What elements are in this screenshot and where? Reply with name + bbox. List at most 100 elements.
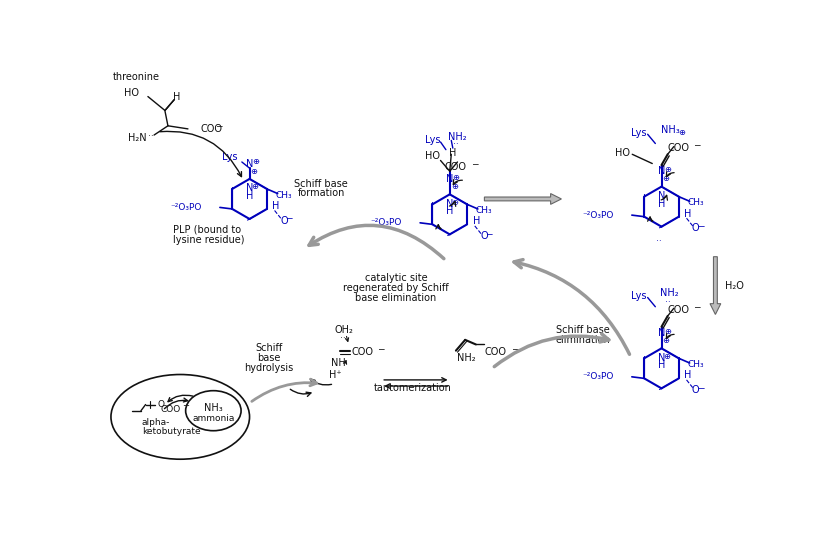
Text: HO: HO (123, 88, 139, 98)
Text: HO: HO (616, 148, 631, 158)
Text: H: H (449, 148, 456, 158)
Text: NH₂: NH₂ (660, 288, 679, 298)
Text: −: − (693, 141, 701, 150)
Text: Schiff: Schiff (255, 342, 282, 353)
Text: lysine residue): lysine residue) (172, 235, 244, 244)
Text: H: H (246, 191, 253, 201)
Text: N: N (246, 183, 253, 193)
Text: NH₂: NH₂ (448, 132, 467, 142)
Text: COO: COO (485, 347, 507, 357)
Text: ⊕: ⊕ (451, 182, 458, 191)
Text: hydrolysis: hydrolysis (244, 363, 293, 372)
Text: H: H (658, 360, 665, 370)
Text: NH₃: NH₃ (661, 125, 680, 135)
Text: O: O (158, 400, 165, 409)
Text: −: − (693, 302, 701, 311)
Text: H: H (685, 370, 692, 380)
Text: −: − (285, 213, 292, 223)
Text: CH₃: CH₃ (687, 360, 704, 369)
Text: H: H (658, 198, 665, 209)
Text: ..: .. (340, 331, 345, 340)
Text: H⁺: H⁺ (328, 370, 341, 380)
Text: ⁻²O₃PO: ⁻²O₃PO (582, 211, 613, 220)
Text: COO: COO (445, 162, 467, 172)
Text: −: − (182, 402, 189, 410)
Text: NH₂: NH₂ (457, 353, 476, 363)
Text: CH₃: CH₃ (475, 206, 492, 215)
Text: ⊕: ⊕ (663, 174, 669, 184)
Text: −: − (696, 221, 704, 231)
Text: regenerated by Schiff: regenerated by Schiff (343, 283, 449, 293)
Text: H: H (272, 201, 280, 211)
Text: N: N (658, 191, 665, 201)
Text: formation: formation (297, 188, 345, 198)
Text: Lys: Lys (631, 128, 646, 137)
Text: ⁻²O₃PO: ⁻²O₃PO (170, 203, 202, 212)
Text: NH: NH (331, 358, 345, 368)
Text: ⊕: ⊕ (453, 173, 459, 182)
Text: Lys: Lys (425, 135, 440, 146)
Text: −: − (215, 121, 223, 131)
Text: O: O (692, 385, 700, 395)
Text: ⊕: ⊕ (678, 128, 685, 137)
Text: alpha-: alpha- (142, 418, 171, 427)
Text: ..: .. (453, 137, 459, 147)
Text: CH₃: CH₃ (687, 198, 704, 207)
Text: ..: .. (148, 129, 154, 138)
Text: Lys: Lys (631, 291, 646, 301)
Text: base elimination: base elimination (355, 293, 437, 303)
Polygon shape (485, 194, 561, 204)
Text: ⊕: ⊕ (664, 165, 671, 174)
Text: Schiff base: Schiff base (294, 179, 348, 188)
Text: H: H (685, 209, 692, 219)
Text: H₂O: H₂O (725, 281, 744, 291)
Text: ⊕: ⊕ (452, 197, 459, 207)
Text: COO: COO (668, 143, 690, 153)
Text: Lys: Lys (222, 152, 237, 162)
Text: COO: COO (160, 404, 181, 414)
Text: OH₂: OH₂ (335, 325, 354, 335)
Text: −: − (470, 159, 478, 168)
Text: ..: .. (664, 295, 670, 303)
Text: threonine: threonine (113, 72, 160, 82)
Text: Schiff base: Schiff base (556, 325, 610, 335)
Text: −: − (511, 345, 518, 354)
Text: ⊕: ⊕ (663, 336, 669, 345)
Text: O: O (692, 223, 700, 233)
Text: ⊕: ⊕ (250, 167, 258, 175)
Text: O: O (480, 231, 488, 241)
Text: NH₃: NH₃ (204, 403, 223, 412)
Text: H₂N: H₂N (128, 133, 146, 143)
Text: −: − (485, 229, 492, 238)
Text: HO: HO (425, 151, 440, 161)
Text: ⊕: ⊕ (664, 327, 671, 336)
Text: ⁻²O₃PO: ⁻²O₃PO (582, 372, 613, 381)
Text: H: H (446, 207, 454, 216)
Text: N: N (658, 353, 665, 363)
Text: catalytic site: catalytic site (365, 273, 428, 283)
Text: CH₃: CH₃ (276, 190, 292, 200)
Text: ⊕: ⊕ (664, 351, 670, 361)
Text: −: − (696, 383, 704, 392)
Text: COO: COO (668, 305, 690, 315)
Text: H: H (174, 91, 181, 102)
Text: COO: COO (200, 124, 223, 134)
Text: O: O (280, 216, 287, 226)
Text: tautomerization: tautomerization (374, 383, 452, 393)
Text: N: N (658, 166, 665, 176)
Text: H: H (473, 216, 480, 226)
Text: N: N (246, 158, 253, 169)
Text: ketobutyrate: ketobutyrate (142, 427, 201, 436)
Text: N: N (446, 174, 454, 184)
Text: −: − (377, 345, 385, 354)
Polygon shape (710, 257, 721, 315)
Text: elimination: elimination (555, 335, 611, 345)
Text: ⊕: ⊕ (251, 182, 259, 191)
Text: ⊕: ⊕ (252, 157, 260, 166)
Text: N: N (658, 328, 665, 338)
Text: ammonia: ammonia (192, 414, 234, 423)
Text: ⁻²O₃PO: ⁻²O₃PO (370, 218, 402, 227)
Text: N: N (446, 198, 454, 209)
Text: PLP (bound to: PLP (bound to (172, 225, 241, 235)
Text: COO: COO (352, 347, 374, 357)
